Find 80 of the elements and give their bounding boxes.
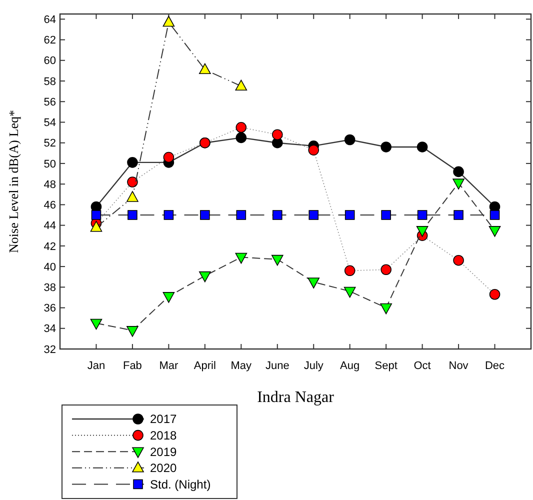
point bbox=[308, 210, 319, 220]
point bbox=[164, 210, 174, 220]
y-tick-label: 58 bbox=[44, 76, 56, 88]
point bbox=[90, 318, 102, 330]
y-tick-label: 50 bbox=[44, 158, 56, 170]
x-tick-label: Mar bbox=[159, 360, 178, 372]
x-tick-label: May bbox=[230, 360, 252, 372]
point bbox=[416, 142, 428, 152]
point bbox=[126, 191, 138, 202]
x-tick-label: Fab bbox=[122, 360, 142, 372]
x-tick-label: Oct bbox=[414, 360, 431, 372]
point bbox=[416, 226, 428, 237]
point bbox=[344, 286, 356, 298]
legend-label: Std. (Night) bbox=[150, 477, 211, 492]
point bbox=[490, 210, 500, 220]
x-tick-label: July bbox=[304, 360, 324, 372]
y-tick-label: 44 bbox=[44, 220, 56, 232]
point bbox=[271, 254, 284, 266]
point bbox=[381, 210, 391, 220]
point bbox=[308, 278, 320, 288]
legend-label: 2017 bbox=[150, 412, 178, 426]
x-tick-label: June bbox=[265, 360, 290, 372]
point bbox=[272, 129, 283, 140]
point bbox=[90, 220, 102, 232]
x-tick-label: Dec bbox=[484, 360, 506, 372]
y-tick-label: 40 bbox=[44, 261, 56, 274]
point bbox=[236, 132, 247, 144]
point bbox=[488, 226, 501, 237]
x-axis-title: Indra Nagar bbox=[257, 389, 335, 406]
y-tick-label: 64 bbox=[44, 14, 56, 26]
y-tick-label: 32 bbox=[44, 344, 56, 356]
legend-label: 2018 bbox=[150, 428, 178, 442]
point bbox=[199, 271, 211, 282]
point bbox=[162, 292, 175, 303]
y-tick-label: 62 bbox=[44, 34, 56, 47]
y-tick-label: 46 bbox=[44, 200, 56, 212]
point bbox=[127, 157, 138, 168]
y-tick-label: 36 bbox=[44, 302, 56, 315]
point bbox=[380, 303, 392, 314]
point bbox=[344, 265, 356, 276]
point bbox=[236, 122, 247, 133]
y-tick-label: 42 bbox=[44, 240, 56, 253]
point bbox=[236, 210, 246, 220]
point bbox=[235, 80, 248, 91]
point bbox=[417, 210, 428, 220]
y-tick-label: 48 bbox=[44, 178, 56, 191]
point bbox=[308, 144, 320, 156]
point bbox=[489, 288, 500, 300]
y-tick-label: 54 bbox=[44, 117, 56, 130]
point bbox=[127, 176, 138, 188]
point bbox=[380, 264, 392, 276]
point bbox=[344, 210, 355, 220]
point bbox=[272, 210, 282, 220]
point bbox=[126, 326, 138, 337]
x-tick-label: Nov bbox=[448, 360, 469, 372]
y-tick-label: 56 bbox=[44, 96, 56, 108]
x-tick-label: Sept bbox=[374, 360, 398, 372]
point bbox=[128, 210, 138, 220]
x-tick-label: Aug bbox=[340, 360, 360, 372]
x-tick-label: April bbox=[194, 360, 216, 372]
point bbox=[454, 210, 464, 220]
y-axis-title: Noise Level in dB(A) Leq* bbox=[6, 110, 21, 253]
point bbox=[452, 178, 464, 190]
y-tick-label: 60 bbox=[44, 55, 56, 68]
point bbox=[199, 63, 211, 74]
point bbox=[344, 134, 356, 146]
legend-label: 2019 bbox=[150, 444, 178, 459]
point bbox=[200, 210, 210, 220]
point bbox=[235, 252, 248, 264]
x-tick-label: Jan bbox=[87, 360, 106, 372]
legend-label: 2020 bbox=[150, 461, 178, 476]
y-tick-label: 34 bbox=[44, 323, 56, 336]
point bbox=[380, 142, 392, 152]
point bbox=[163, 152, 174, 163]
y-tick-label: 38 bbox=[44, 282, 56, 294]
point bbox=[453, 166, 464, 178]
y-tick-label: 52 bbox=[44, 138, 56, 150]
point bbox=[91, 210, 102, 220]
point bbox=[453, 254, 464, 266]
point bbox=[162, 16, 175, 27]
